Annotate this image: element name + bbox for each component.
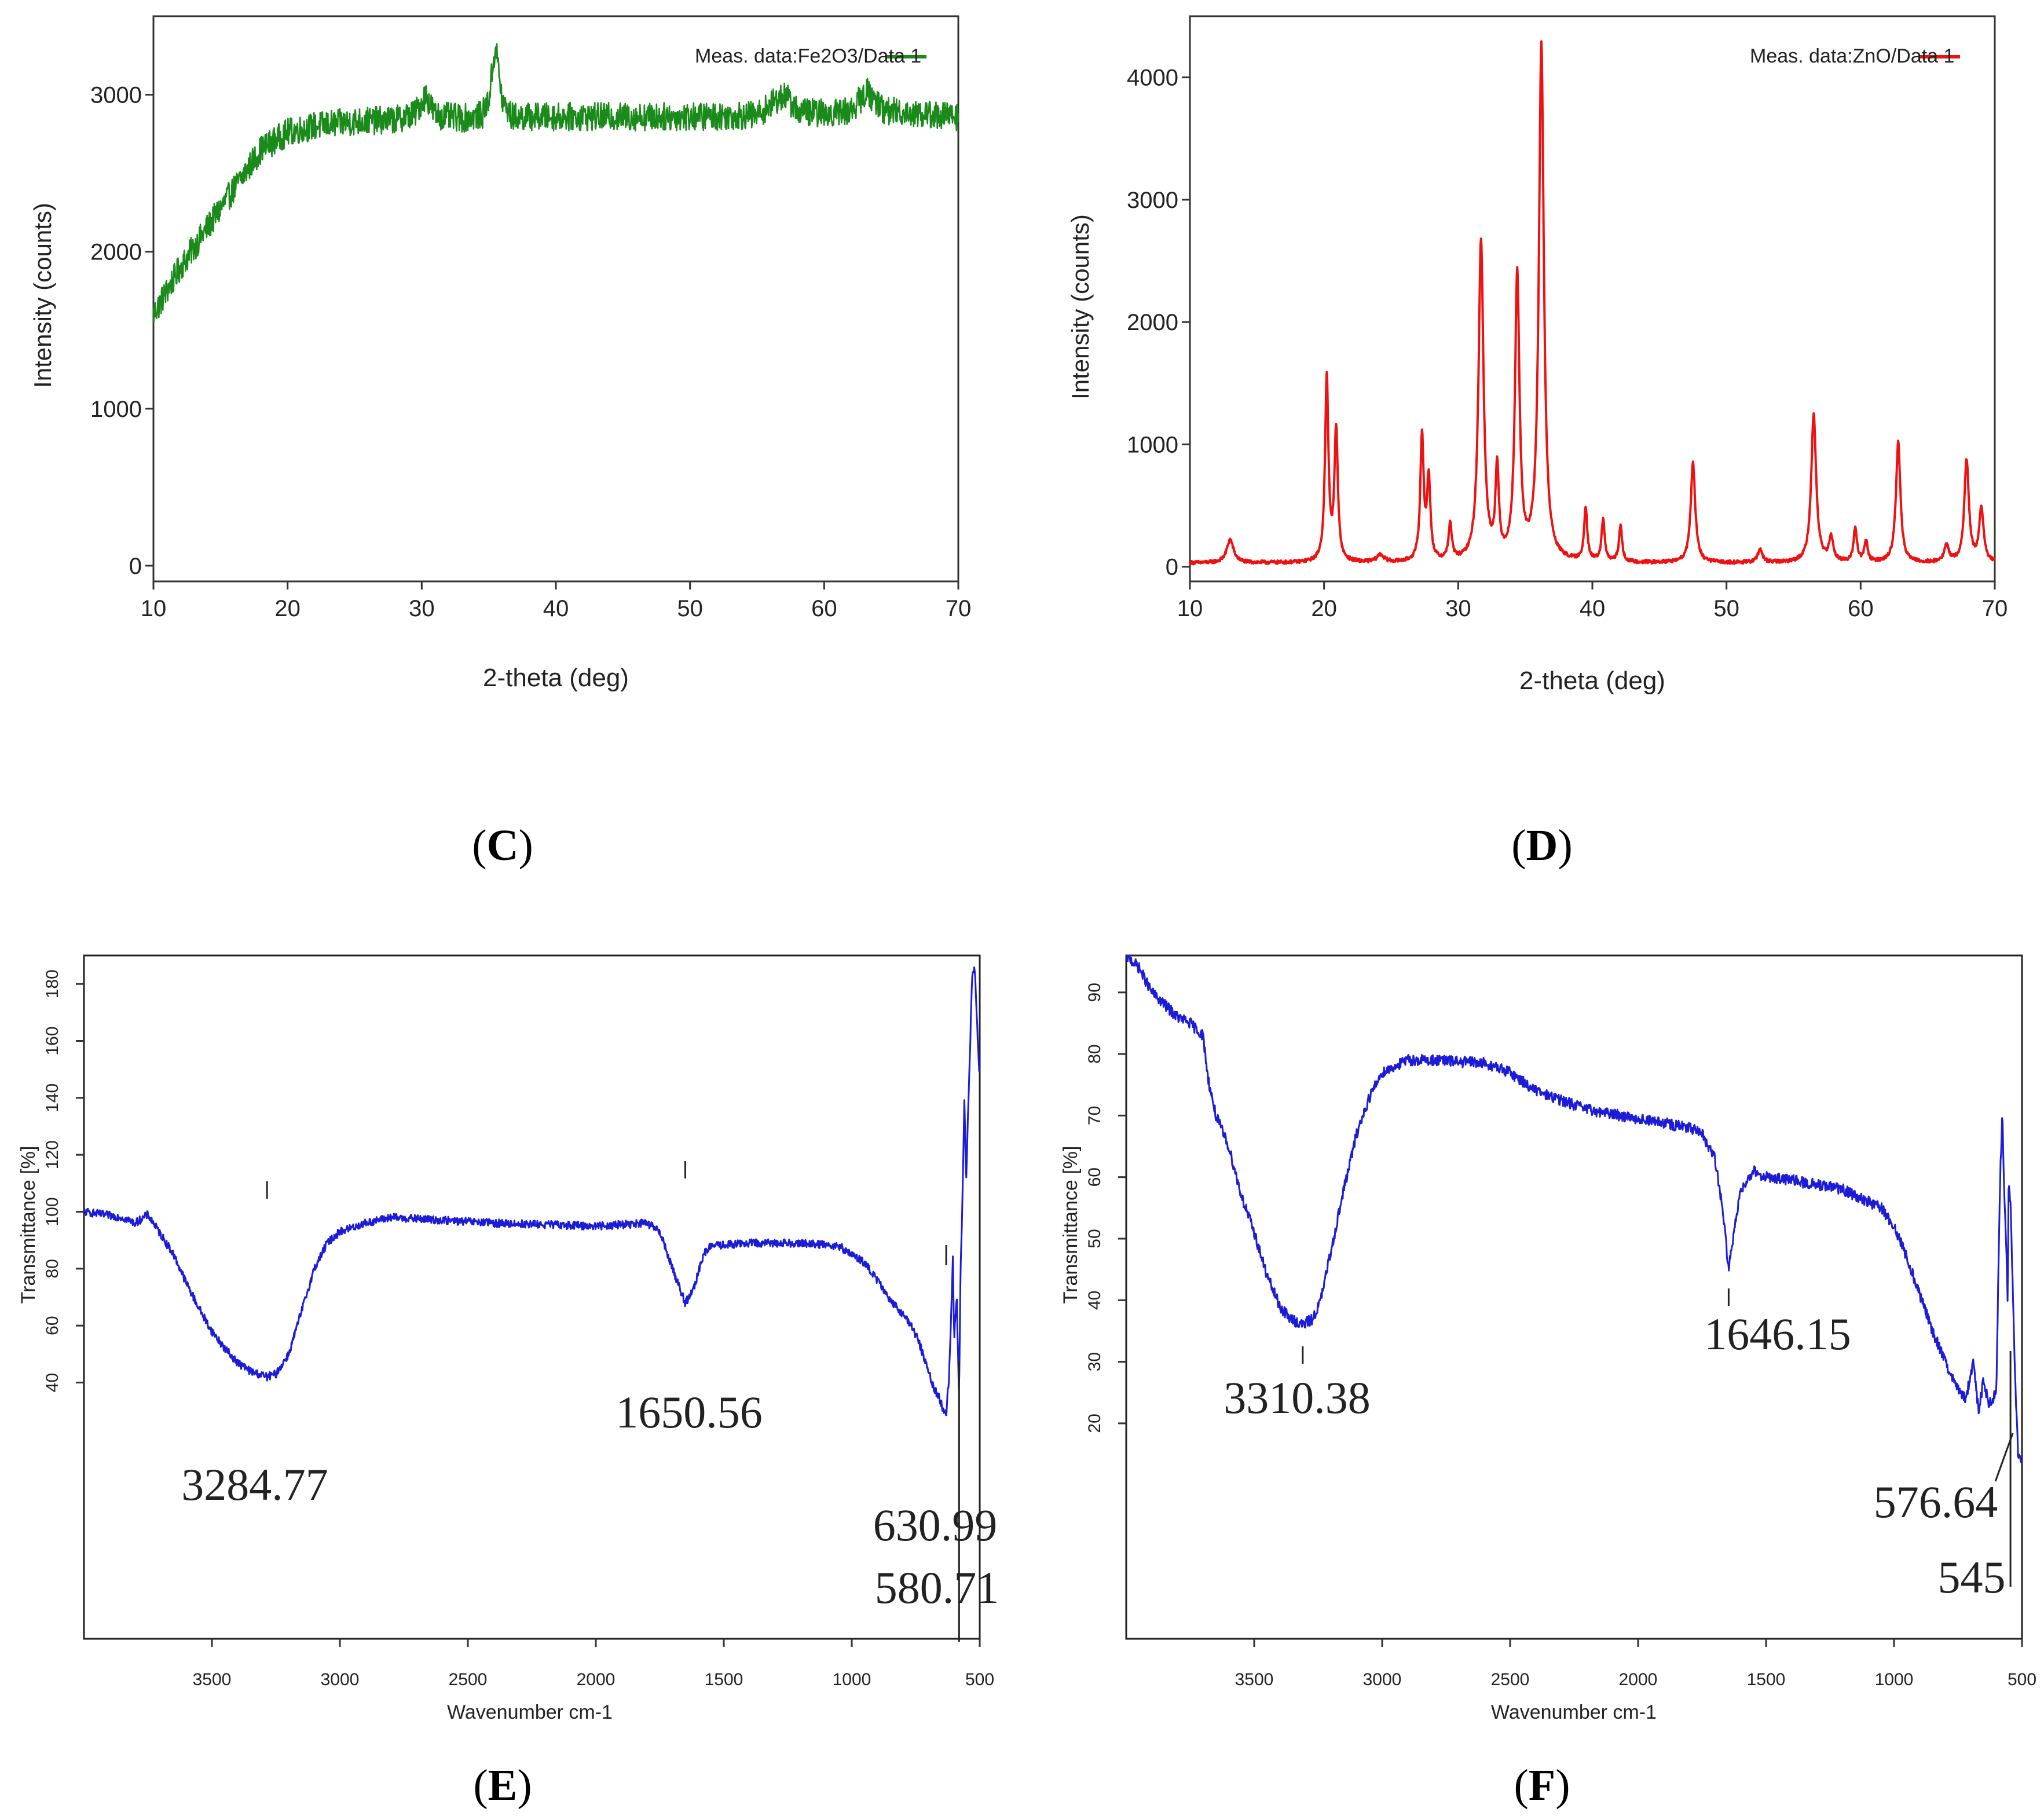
chart-c-series-line [152, 43, 959, 323]
chart-d-y-tick-label: 0 [1166, 555, 1178, 580]
chart-c-legend-label: Meas. data:Fe2O3/Data 1 [695, 45, 921, 67]
panel-label-f-letter: F [1529, 1761, 1555, 1810]
chart-f-x-axis-label: Wavenumber cm-1 [1491, 1701, 1657, 1723]
panel-label-f: (F) [1514, 1761, 1570, 1810]
chart-d-x-tick-label: 20 [1311, 596, 1337, 621]
chart-c-y-tick-label: 0 [129, 554, 142, 579]
chart-f-x-tick-label: 500 [2008, 1670, 2036, 1689]
panel-label-c-letter: C [487, 821, 519, 870]
chart-e-y-tick-label: 60 [43, 1316, 62, 1335]
panel-label-e: (E) [473, 1761, 532, 1810]
chart-f-y-tick-label: 80 [1085, 1044, 1104, 1063]
chart-f: 3500 3000 2500 2000 1500 1000 500 20 30 40 50 60 70 8… [1060, 954, 2036, 1723]
chart-e: 3500 3000 2500 2000 1500 1000 500 40 60 80 100 120 1… [17, 954, 999, 1723]
panel-label-d-letter: D [1526, 821, 1558, 870]
chart-e-y-tick-label: 160 [43, 1026, 62, 1055]
chart-d-x-tick-label: 50 [1713, 596, 1739, 621]
chart-e-x-axis-label: Wavenumber cm-1 [447, 1701, 613, 1723]
chart-e-y-tick-label: 140 [43, 1083, 62, 1112]
panel-label-c: (C) [472, 821, 533, 870]
chart-f-y-tick-label: 20 [1085, 1414, 1104, 1433]
chart-d-x-tick-label: 70 [1982, 596, 2008, 621]
chart-e-series-line [83, 966, 980, 1416]
chart-c-x-tick-label: 10 [141, 596, 167, 621]
chart-e-x-tick-label: 1500 [705, 1670, 743, 1689]
chart-f-x-tick-label: 3500 [1235, 1670, 1274, 1689]
chart-e-y-tick-label: 180 [43, 969, 62, 998]
chart-f-x-tick-label: 1000 [1875, 1670, 1914, 1689]
chart-e-annotation-label: 1650.56 [616, 1387, 763, 1437]
chart-c: 10 20 30 40 50 60 70 0 1000 2000 3000 Meas. data:F… [29, 15, 972, 692]
chart-f-y-tick-label: 70 [1085, 1106, 1104, 1125]
chart-f-x-tick-label: 2500 [1491, 1670, 1530, 1689]
chart-e-y-tick-label: 100 [43, 1197, 62, 1226]
chart-f-y-tick-label: 90 [1085, 983, 1104, 1002]
chart-f-y-tick-label: 30 [1085, 1352, 1104, 1371]
chart-f-series-line [1126, 954, 2023, 1463]
chart-c-x-tick-label: 50 [677, 596, 703, 621]
chart-d-x-tick-label: 40 [1580, 596, 1606, 621]
chart-e-x-tick-label: 3000 [321, 1670, 360, 1689]
chart-d-x-axis-label: 2-theta (deg) [1519, 667, 1665, 695]
chart-e-y-tick-label: 120 [43, 1140, 62, 1169]
chart-f-y-tick-label: 60 [1085, 1167, 1104, 1187]
chart-e-annotation-label: 630.99 [873, 1500, 998, 1550]
chart-d-y-tick-label: 2000 [1127, 310, 1178, 335]
chart-d-legend-label: Meas. data:ZnO/Data 1 [1750, 45, 1954, 67]
chart-e-annotation-label: 580.71 [875, 1562, 999, 1613]
chart-c-x-tick-label: 30 [409, 596, 435, 621]
chart-f-annotation-label: 545 [1938, 1552, 2006, 1602]
chart-f-y-axis-label: Transmittance [%] [1060, 1146, 1082, 1304]
chart-e-frame [83, 954, 981, 1640]
chart-f-annotation-label: 1646.15 [1704, 1309, 1851, 1359]
chart-c-x-tick-label: 40 [543, 596, 569, 621]
chart-e-y-tick-label: 40 [43, 1373, 62, 1392]
chart-f-y-tick-label: 40 [1085, 1291, 1104, 1310]
chart-e-x-tick-label: 500 [965, 1670, 994, 1689]
chart-d-x-tick-label: 10 [1177, 596, 1203, 621]
chart-f-x-tick-label: 3000 [1363, 1670, 1402, 1689]
chart-e-x-tick-label: 2000 [577, 1670, 616, 1689]
chart-c-x-axis-label: 2-theta (deg) [483, 664, 629, 692]
chart-e-x-tick-label: 2500 [449, 1670, 488, 1689]
chart-f-annotation-label: 576.64 [1874, 1477, 1998, 1527]
chart-d: 10 20 30 40 50 60 70 0 1000 2000 3000 4000 Meas. da… [1067, 15, 2008, 695]
chart-e-x-tick-label: 3500 [193, 1670, 232, 1689]
chart-d-y-tick-label: 1000 [1127, 432, 1178, 457]
chart-f-annotation-label: 3310.38 [1224, 1372, 1371, 1423]
chart-c-x-tick-label: 20 [274, 596, 301, 621]
chart-d-y-axis-label: Intensity (counts) [1067, 214, 1094, 400]
chart-d-x-tick-label: 60 [1848, 596, 1874, 621]
chart-c-x-tick-label: 70 [946, 596, 972, 621]
chart-c-y-tick-label: 3000 [90, 83, 142, 108]
panel-label-d: (D) [1511, 821, 1573, 870]
chart-e-y-axis-label: Transmittance [%] [17, 1146, 39, 1304]
panel-label-e-letter: E [488, 1761, 518, 1810]
chart-e-x-tick-label: 1000 [833, 1670, 871, 1689]
chart-f-frame [1125, 954, 2023, 1640]
chart-d-series-line [1189, 40, 1996, 566]
chart-d-y-tick-label: 4000 [1127, 65, 1178, 91]
chart-c-y-axis-label: Intensity (counts) [29, 203, 56, 388]
chart-c-y-tick-label: 2000 [90, 240, 142, 265]
chart-e-annotation-label: 3284.77 [181, 1459, 328, 1510]
chart-f-y-tick-label: 50 [1085, 1229, 1104, 1248]
chart-c-x-tick-label: 60 [811, 596, 837, 621]
chart-f-x-tick-label: 1500 [1747, 1670, 1786, 1689]
chart-f-x-tick-label: 2000 [1619, 1670, 1658, 1689]
chart-d-y-tick-label: 3000 [1127, 188, 1178, 213]
chart-c-y-tick-label: 1000 [90, 397, 142, 422]
chart-d-x-tick-label: 30 [1445, 596, 1471, 621]
chart-e-y-tick-label: 80 [43, 1259, 62, 1278]
